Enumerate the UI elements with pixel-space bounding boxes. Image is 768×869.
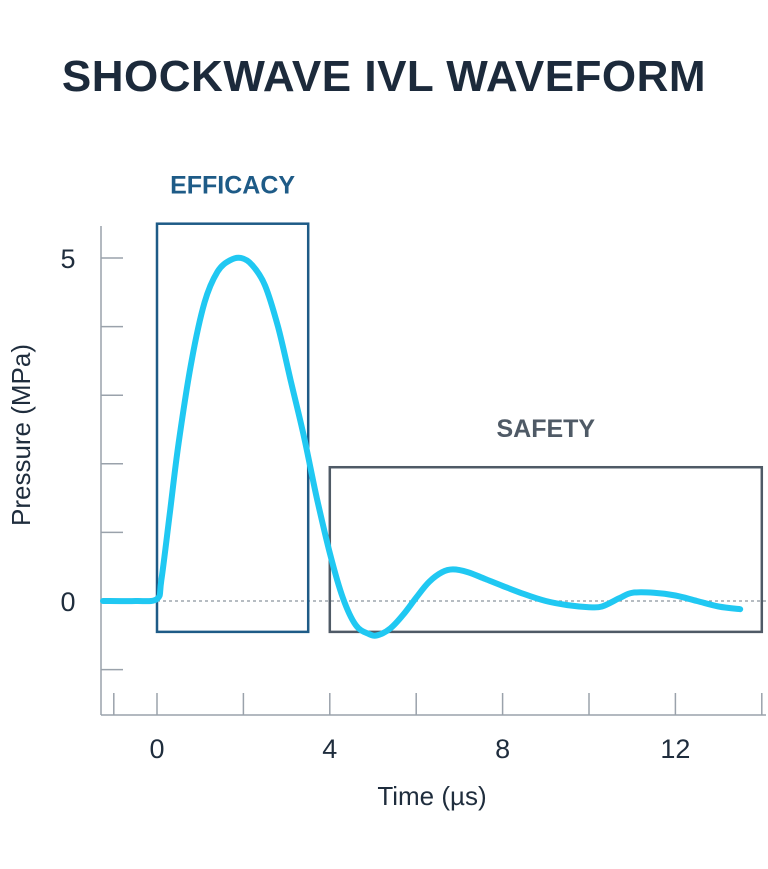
y-axis-label: Pressure (MPa) [6,344,36,526]
axes [100,226,766,716]
x-axis-label: Time (µs) [377,781,486,811]
y-tick-label: 5 [60,244,75,274]
x-tick-label: 12 [660,734,690,764]
x-tick-label: 0 [149,734,164,764]
safety-label: SAFETY [496,415,595,443]
efficacy-label: EFFICACY [170,172,295,200]
efficacy-box [155,222,310,634]
y-tick-label: 0 [60,587,75,617]
chart-title: SHOCKWAVE IVL WAVEFORM [61,52,707,101]
safety-box [328,465,764,634]
x-tick-label: 8 [495,734,510,764]
pressure-series-line [100,254,744,639]
x-tick-label: 4 [322,734,337,764]
